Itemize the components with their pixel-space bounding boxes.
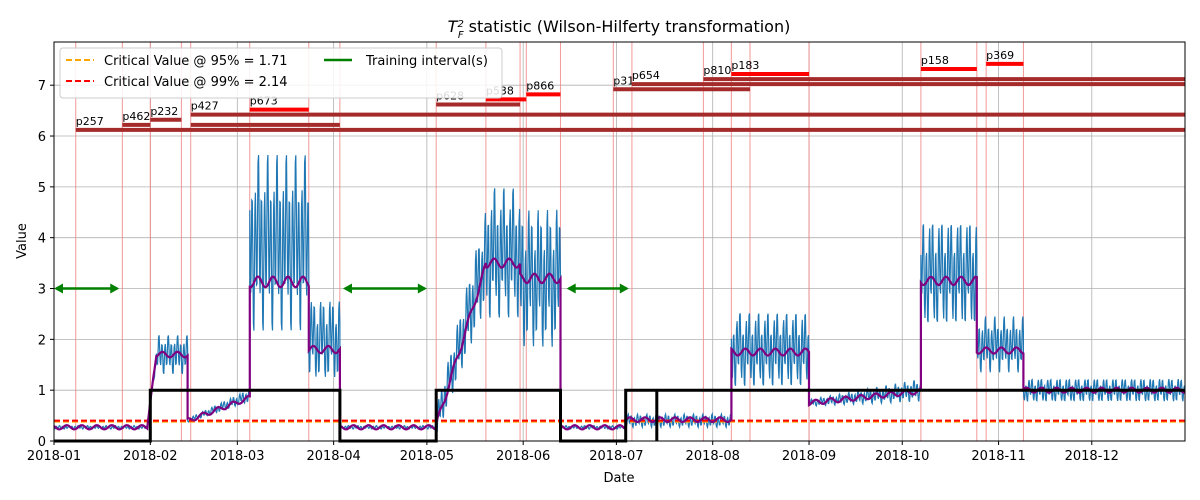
training-interval bbox=[342, 283, 427, 294]
x-tick-label: 2018-12 bbox=[1065, 449, 1119, 464]
training-arrowhead-left bbox=[566, 283, 576, 294]
state-series bbox=[54, 388, 1185, 443]
training-arrowhead-right bbox=[110, 283, 120, 294]
y-tick-label: 5 bbox=[38, 181, 46, 196]
y-axis: 0 1 2 3 4 5 6 7 bbox=[38, 79, 54, 450]
x-tick-label: 2018-03 bbox=[210, 449, 264, 464]
alarm-bar-label: p31 bbox=[613, 74, 634, 87]
x-tick-label: 2018-07 bbox=[589, 449, 643, 464]
alarm-bar-label: p257 bbox=[76, 115, 104, 128]
alarm-bar-label: p232 bbox=[150, 105, 178, 118]
plot-frame bbox=[53, 41, 1186, 442]
x-tick-label: 2018-01 bbox=[27, 449, 81, 464]
x-tick-label: 2018-05 bbox=[400, 449, 454, 464]
smoothed-series bbox=[53, 257, 1186, 431]
legend-box bbox=[59, 47, 503, 99]
series-layer bbox=[53, 154, 1186, 443]
alarm-bar-label: p369 bbox=[986, 49, 1014, 62]
y-tick-label: 1 bbox=[38, 384, 46, 399]
x-tick-label: 2018-11 bbox=[971, 449, 1025, 464]
y-tick-label: 4 bbox=[38, 232, 46, 247]
y-tick-label: 7 bbox=[38, 79, 46, 94]
chart-title-sup: 2 bbox=[457, 19, 463, 30]
chart-title-rest: statistic (Wilson-Hilferty transformatio… bbox=[464, 17, 791, 36]
alarm-bar-label: p810 bbox=[703, 64, 731, 77]
x-tick-label: 2018-02 bbox=[123, 449, 177, 464]
chart-title-sub: F bbox=[458, 30, 464, 41]
x-tick-label: 2018-08 bbox=[686, 449, 740, 464]
y-tick-label: 6 bbox=[38, 130, 46, 145]
x-tick-label: 2018-10 bbox=[875, 449, 929, 464]
alarm-bar-label: p462 bbox=[122, 110, 150, 123]
training-arrowhead-left bbox=[342, 283, 352, 294]
x-axis-title: Date bbox=[603, 471, 634, 486]
y-axis-title: Value bbox=[15, 223, 30, 259]
legend-label-95: Critical Value @ 95% = 1.71 bbox=[104, 54, 288, 69]
grid-layer bbox=[53, 42, 1185, 442]
y-tick-label: 3 bbox=[38, 283, 46, 298]
legend-label-training: Training interval(s) bbox=[365, 54, 488, 69]
training-arrowhead-right bbox=[619, 283, 629, 294]
training-interval bbox=[566, 283, 629, 294]
alarm-bar-label: p183 bbox=[731, 59, 759, 72]
x-tick-label: 2018-04 bbox=[306, 449, 360, 464]
x-tick-label: 2018-09 bbox=[782, 449, 836, 464]
training-interval bbox=[54, 283, 120, 294]
alarm-bar-label: p158 bbox=[921, 54, 949, 67]
alarm-bar-label: p866 bbox=[526, 79, 554, 92]
training-arrowhead-left bbox=[54, 283, 63, 294]
x-axis: 2018-01 2018-02 2018-03 2018-04 2018-05 2018-… bbox=[27, 441, 1119, 464]
y-tick-label: 0 bbox=[38, 435, 46, 450]
alarm-bar-label: p427 bbox=[191, 100, 219, 113]
y-tick-label: 2 bbox=[38, 333, 46, 348]
training-arrowhead-right bbox=[417, 283, 427, 294]
alarm-bars: p257p462p232p427p673p628p538p866p31p654p… bbox=[75, 49, 1185, 132]
x-tick-label: 2018-06 bbox=[496, 449, 550, 464]
chart-title: T2 F statistic (Wilson-Hilferty transform… bbox=[448, 17, 791, 41]
legend: Critical Value @ 95% = 1.71 Critical Val… bbox=[59, 47, 503, 99]
legend-label-99: Critical Value @ 99% = 2.14 bbox=[104, 75, 288, 90]
chart-title-main: T bbox=[448, 17, 459, 36]
alarm-bar-label: p654 bbox=[632, 69, 660, 82]
